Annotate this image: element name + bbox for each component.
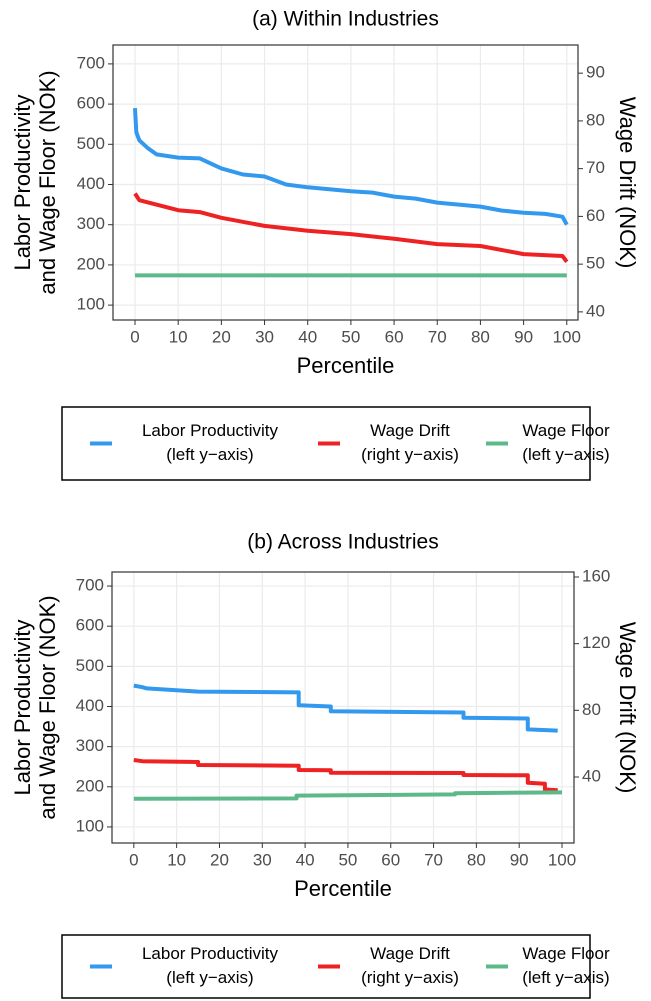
x-tick-label: 90 <box>510 850 529 869</box>
line <box>133 758 558 793</box>
y-tick-label: 200 <box>77 254 105 273</box>
legend-label: Wage Floor <box>522 421 610 440</box>
y2-tick-label: 40 <box>582 766 601 785</box>
y-axis-title: and Wage Floor (NOK) <box>35 595 60 819</box>
plot-background <box>112 572 574 843</box>
x-tick-label: 10 <box>169 327 188 346</box>
y-tick-label: 100 <box>76 816 104 835</box>
y-tick-label: 300 <box>77 214 105 233</box>
legend-note: (right y−axis) <box>361 968 459 987</box>
x-tick-label: 70 <box>428 327 447 346</box>
x-tick-label: 60 <box>385 327 404 346</box>
x-tick-label: 30 <box>253 850 272 869</box>
y2-tick-label: 90 <box>586 63 605 82</box>
x-tick-label: 20 <box>210 850 229 869</box>
y-axis-title: Labor Productivity <box>10 619 35 795</box>
x-tick-label: 40 <box>296 850 315 869</box>
y-tick-label: 200 <box>76 776 104 795</box>
legend-note: (left y−axis) <box>166 445 253 464</box>
y2-tick-label: 80 <box>582 700 601 719</box>
y2-tick-label: 50 <box>586 254 605 273</box>
y2-tick-label: 160 <box>582 566 610 585</box>
y-tick-label: 300 <box>76 736 104 755</box>
y-tick-label: 500 <box>76 656 104 675</box>
x-tick-label: 70 <box>424 850 443 869</box>
y2-tick-label: 120 <box>582 633 610 652</box>
y2-tick-label: 60 <box>586 206 605 225</box>
legend-note: (left y−axis) <box>522 445 609 464</box>
x-tick-label: 100 <box>548 850 576 869</box>
y-tick-label: 700 <box>76 576 104 595</box>
line <box>133 192 569 263</box>
legend-note: (right y−axis) <box>361 445 459 464</box>
x-tick-label: 40 <box>298 327 317 346</box>
x-tick-label: 30 <box>255 327 274 346</box>
legend-note: (left y−axis) <box>166 968 253 987</box>
y-tick-label: 600 <box>77 94 105 113</box>
y2-tick-label: 70 <box>586 158 605 177</box>
y-axis-title: and Wage Floor (NOK) <box>35 70 60 294</box>
line <box>133 790 563 801</box>
y-tick-label: 700 <box>77 53 105 72</box>
legend-label: Labor Productivity <box>142 944 279 963</box>
legend-note: (left y−axis) <box>522 968 609 987</box>
y-tick-label: 600 <box>76 616 104 635</box>
x-axis-title: Percentile <box>297 353 395 378</box>
x-tick-label: 80 <box>467 850 486 869</box>
y-tick-label: 400 <box>76 696 104 715</box>
plot-background <box>113 45 578 320</box>
x-tick-label: 50 <box>341 327 360 346</box>
x-tick-label: 80 <box>471 327 490 346</box>
legend-label: Wage Floor <box>522 944 610 963</box>
y-tick-label: 500 <box>77 134 105 153</box>
x-tick-label: 10 <box>167 850 186 869</box>
line <box>133 107 569 226</box>
y2-axis-title: Wage Drift (NOK) <box>615 622 640 794</box>
chart-title: (a) Within Industries <box>252 8 439 31</box>
x-tick-label: 0 <box>129 850 138 869</box>
x-tick-label: 100 <box>553 327 581 346</box>
plot-border <box>112 44 579 321</box>
x-tick-label: 60 <box>381 850 400 869</box>
y2-axis-title: Wage Drift (NOK) <box>615 97 640 269</box>
x-tick-label: 20 <box>212 327 231 346</box>
y2-tick-label: 80 <box>586 110 605 129</box>
y-axis-title: Labor Productivity <box>10 94 35 270</box>
y-tick-label: 400 <box>77 174 105 193</box>
chart-title: (b) Across Industries <box>247 531 438 554</box>
y-tick-label: 100 <box>77 295 105 314</box>
legend-label: Wage Drift <box>370 944 450 963</box>
legend-label: Labor Productivity <box>142 421 279 440</box>
y2-tick-label: 40 <box>586 301 605 320</box>
legend-label: Wage Drift <box>370 421 450 440</box>
x-tick-label: 50 <box>338 850 357 869</box>
x-tick-label: 90 <box>514 327 533 346</box>
x-tick-label: 0 <box>130 327 139 346</box>
line <box>133 683 558 733</box>
x-axis-title: Percentile <box>294 876 392 901</box>
plot-border <box>111 571 575 844</box>
